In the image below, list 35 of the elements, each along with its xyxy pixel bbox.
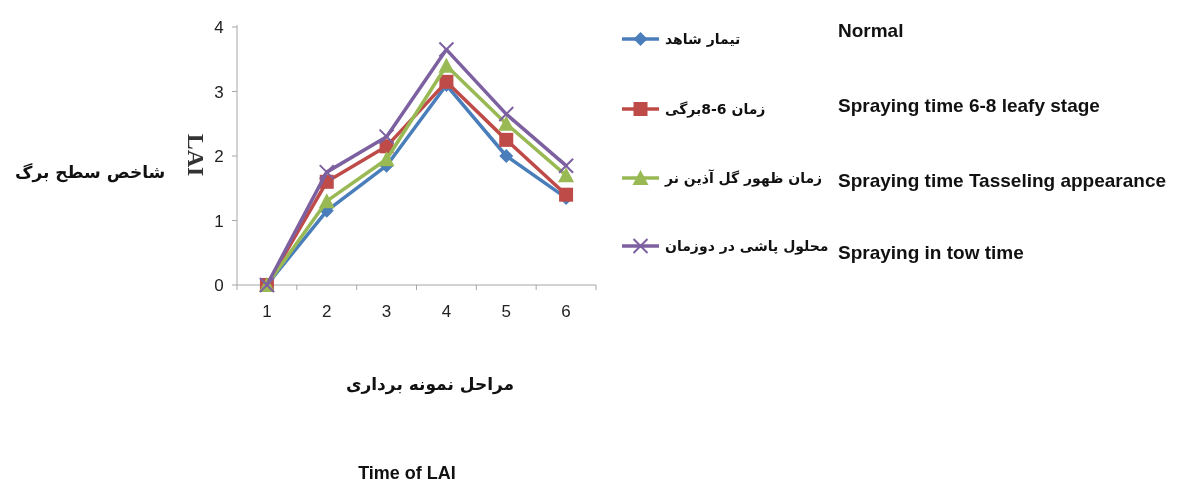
y-tick-label: 2: [214, 147, 224, 166]
text: Normal: [838, 20, 904, 41]
point: [558, 157, 575, 174]
text: Spraying in tow time: [838, 242, 1024, 263]
text: شاخص سطح برگ: [15, 162, 166, 183]
point: [499, 149, 514, 163]
y-tick-label: 0: [214, 276, 224, 295]
text: Spraying time 6-8 leafy stage: [838, 95, 1100, 116]
legend-label: محلول پاشی در دوزمان: [665, 238, 829, 255]
x-axis-title: مراحل نمونه برداری: [345, 374, 515, 395]
text: Spraying time Tasseling appearance: [838, 170, 1167, 191]
point: [378, 128, 395, 145]
legend-label: زمان ظهور گل آذین نر: [664, 169, 823, 187]
point: [378, 151, 395, 167]
legend-label: زمان 6-8برگی: [665, 101, 766, 118]
y-tick-label: 3: [214, 82, 224, 102]
point: [438, 57, 455, 73]
point: [318, 164, 335, 181]
legend-label: تیمار شاهد: [665, 31, 741, 47]
x-tick-label: 4: [441, 302, 452, 321]
x-tick-label: 2: [322, 302, 332, 321]
x-tick-label: 6: [561, 302, 571, 321]
y-axis-title: LAI: [183, 133, 209, 177]
point: [558, 167, 575, 183]
y-tick-label: 4: [214, 18, 224, 37]
y-tick-label: 1: [214, 211, 224, 231]
point: [318, 193, 335, 209]
point: [499, 132, 514, 147]
x-tick-label: 5: [501, 302, 511, 321]
text: Time of LAI: [358, 463, 456, 483]
point: [498, 115, 515, 131]
point: [438, 41, 455, 58]
point: [439, 74, 454, 89]
x-tick-label: 3: [381, 302, 392, 321]
x-tick-label: 1: [262, 302, 272, 321]
